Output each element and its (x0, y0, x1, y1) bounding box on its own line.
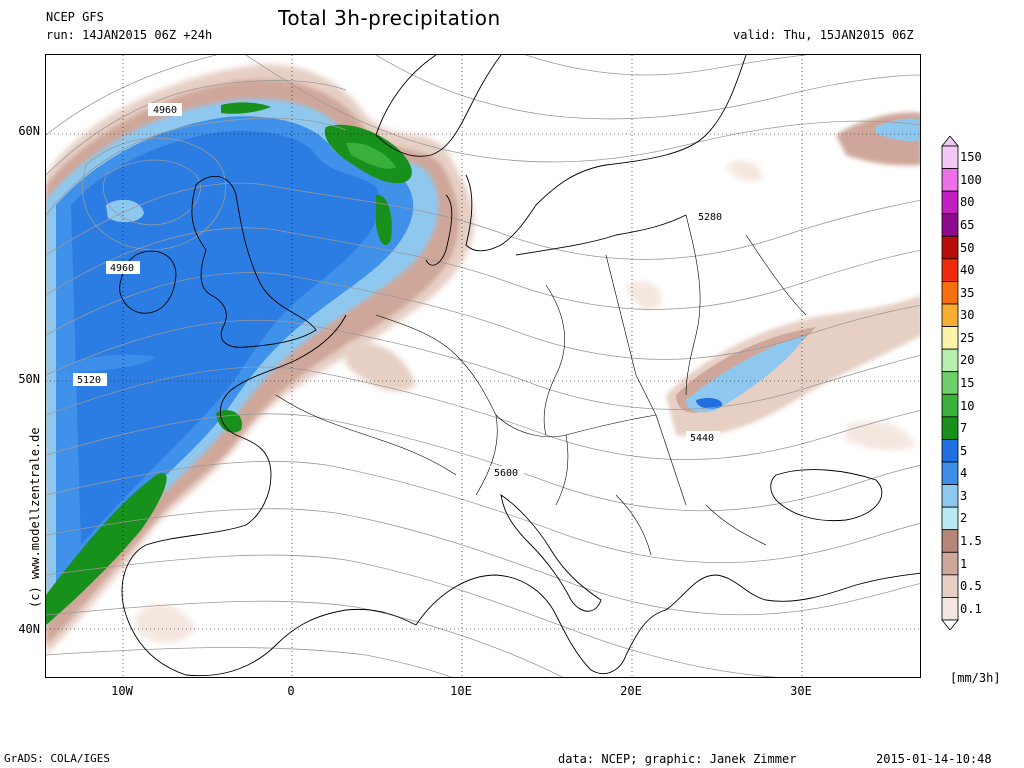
map-title: Total 3h-precipitation (278, 6, 501, 30)
graticule (46, 55, 920, 677)
legend-swatch (941, 529, 959, 553)
website-credit: (c) www.modellzentrale.de (28, 427, 42, 608)
contour-label: 4960 (153, 105, 177, 116)
contour-label: 5280 (698, 212, 722, 223)
legend-label: 10 (960, 398, 975, 413)
legend-label: 65 (960, 218, 975, 232)
legend-swatch (941, 439, 959, 463)
map-canvas: 4960 4960 5120 5280 5440 5600 (46, 55, 920, 677)
legend-label: 3 (960, 488, 968, 503)
legend-label: 25 (960, 330, 975, 345)
legend-label: 7 (960, 421, 968, 436)
legend-label: 2 (960, 511, 968, 526)
height-contours (46, 55, 920, 677)
contour-label-bg (148, 103, 182, 116)
legend-swatch (941, 235, 959, 260)
legend-colorbar (941, 136, 959, 630)
legend-label: 0.5 (960, 579, 982, 594)
legend-label: 20 (960, 353, 975, 368)
legend-swatch (941, 371, 959, 395)
legend-label: 1.5 (960, 534, 982, 548)
lon-label-20e: 20E (620, 684, 642, 698)
legend-label: 0.1 (960, 601, 982, 616)
contour-label-bg (490, 466, 524, 479)
lon-label-10e: 10E (450, 684, 472, 698)
legend-swatch (941, 303, 959, 327)
legend-swatch (941, 461, 959, 485)
data-credit: data: NCEP; graphic: Janek Zimmer (558, 752, 797, 766)
legend-swatch (941, 484, 959, 508)
contour-label-bg (694, 210, 728, 223)
legend-swatch (941, 190, 959, 215)
legend-units: [mm/3h] (950, 671, 1001, 685)
legend-label: 40 (960, 263, 975, 278)
legend-label: 150 (960, 150, 982, 165)
contour-label: 4960 (110, 263, 134, 274)
model-name: NCEP GFS (46, 10, 104, 24)
contour-labels: 4960 4960 5120 5280 5440 5600 (73, 103, 728, 479)
grads-credit: GrADS: COLA/IGES (4, 752, 110, 765)
legend-label: 50 (960, 240, 975, 255)
precipitation-legend: 150 100 80 65 50 40 35 30 25 20 15 10 7 5 4 3 2 1.5 1 0.5 0.… (941, 136, 1021, 630)
legend-label: 80 (960, 195, 975, 210)
legend-top-arrow (941, 136, 959, 147)
lon-label-0: 0 (287, 684, 295, 698)
timestamp: 2015-01-14-10:48 (876, 752, 992, 766)
legend-swatch (941, 213, 959, 237)
legend-label: 30 (960, 308, 975, 323)
precipitation-shading (46, 64, 920, 655)
run-info: run: 14JAN2015 06Z +24h (46, 28, 213, 42)
precipitation-map: 4960 4960 5120 5280 5440 5600 (45, 54, 921, 678)
legend-bottom-arrow (941, 619, 959, 630)
lon-label-10w: 10W (111, 684, 133, 698)
legend-label: 1 (960, 556, 968, 571)
contour-label: 5120 (77, 375, 101, 386)
legend-swatch (941, 281, 959, 305)
legend-swatch (941, 597, 959, 621)
legend-label: 5 (960, 443, 968, 458)
legend-swatch (941, 393, 959, 418)
legend-swatch (941, 168, 959, 192)
legend-swatch (941, 551, 959, 576)
lat-label-50n: 50N (18, 372, 40, 386)
contour-label: 5600 (494, 468, 518, 479)
legend-label: 100 (960, 172, 982, 187)
legend-swatch (941, 416, 959, 440)
legend-label: 4 (960, 466, 968, 481)
contour-label: 5440 (690, 433, 714, 444)
legend-swatch (941, 348, 959, 373)
legend-swatch (941, 145, 959, 169)
contour-label-bg (106, 261, 140, 274)
legend-swatch (941, 506, 959, 531)
contour-label-bg (686, 431, 720, 444)
contour-label-bg (73, 373, 107, 386)
legend-label: 15 (960, 376, 975, 390)
legend-label: 35 (960, 285, 975, 300)
lat-label-60n: 60N (18, 124, 40, 138)
legend-swatch (941, 574, 959, 598)
lon-label-30e: 30E (790, 684, 812, 698)
valid-time: valid: Thu, 15JAN2015 06Z (733, 28, 914, 42)
lat-label-40n: 40N (18, 622, 40, 636)
coastlines-borders (119, 55, 920, 677)
legend-swatch (941, 326, 959, 350)
legend-swatch (941, 258, 959, 282)
